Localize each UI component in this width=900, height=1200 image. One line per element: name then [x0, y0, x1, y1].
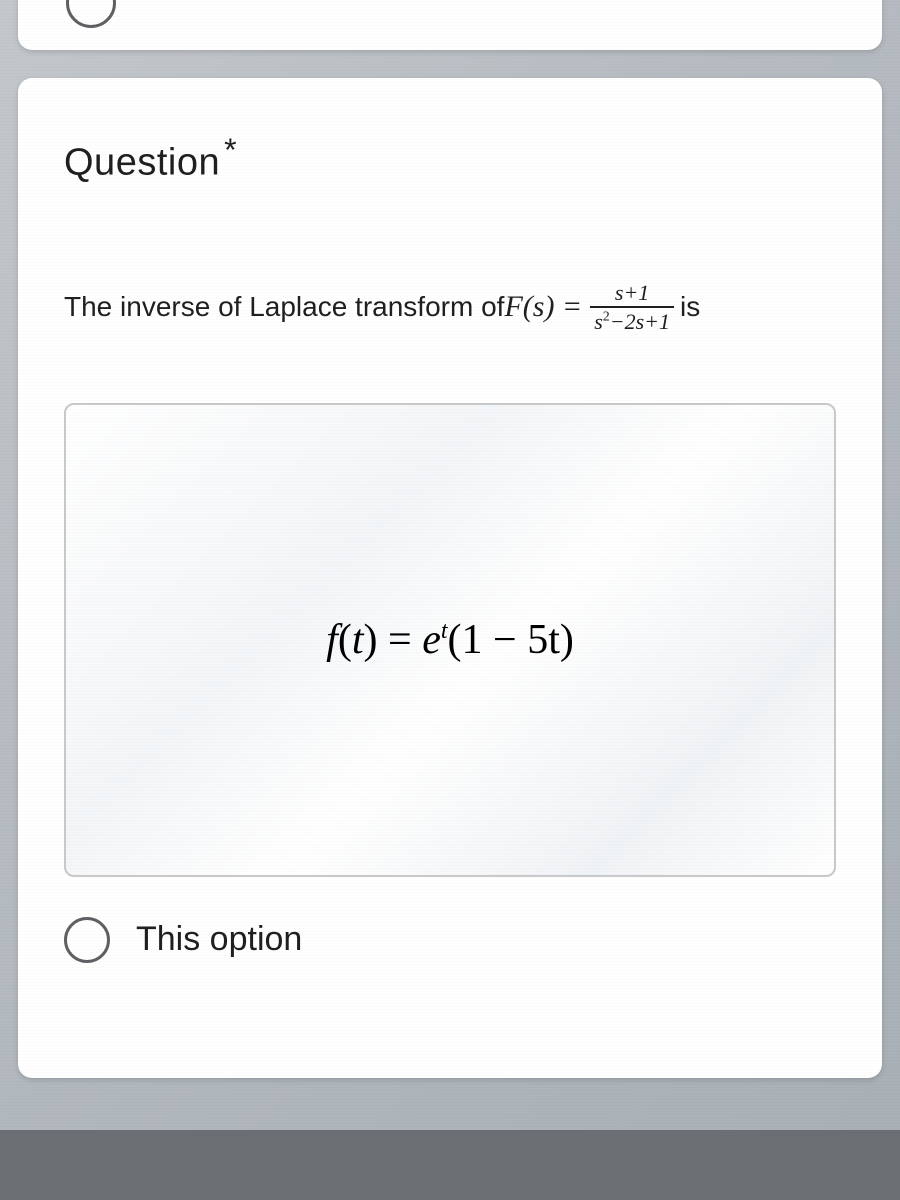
- question-card: Question* The inverse of Laplace transfo…: [18, 78, 882, 1078]
- previous-option-radio[interactable]: [66, 0, 116, 28]
- required-asterisk: *: [224, 132, 237, 168]
- option-formula: f(t) = et(1 − 5t): [326, 616, 574, 664]
- stem-prefix: The inverse of Laplace transform of: [64, 291, 504, 323]
- previous-question-card: [18, 0, 882, 50]
- question-title-text: Question: [64, 142, 220, 184]
- option-radio[interactable]: [64, 917, 110, 963]
- option-row[interactable]: This option: [64, 917, 836, 963]
- stem-fraction: s+1 s2−2s+1: [590, 281, 674, 333]
- stem-function: F(s) =: [504, 290, 582, 324]
- stem-suffix: is: [680, 291, 700, 323]
- fraction-numerator: s+1: [611, 281, 653, 304]
- question-title: Question*: [64, 132, 836, 185]
- screen: Question* The inverse of Laplace transfo…: [0, 0, 900, 1130]
- fraction-denominator: s2−2s+1: [590, 310, 674, 333]
- option-image-box[interactable]: f(t) = et(1 − 5t): [64, 403, 836, 877]
- option-label: This option: [136, 920, 302, 959]
- question-stem: The inverse of Laplace transform of F(s)…: [64, 281, 836, 333]
- fraction-bar: [590, 306, 674, 308]
